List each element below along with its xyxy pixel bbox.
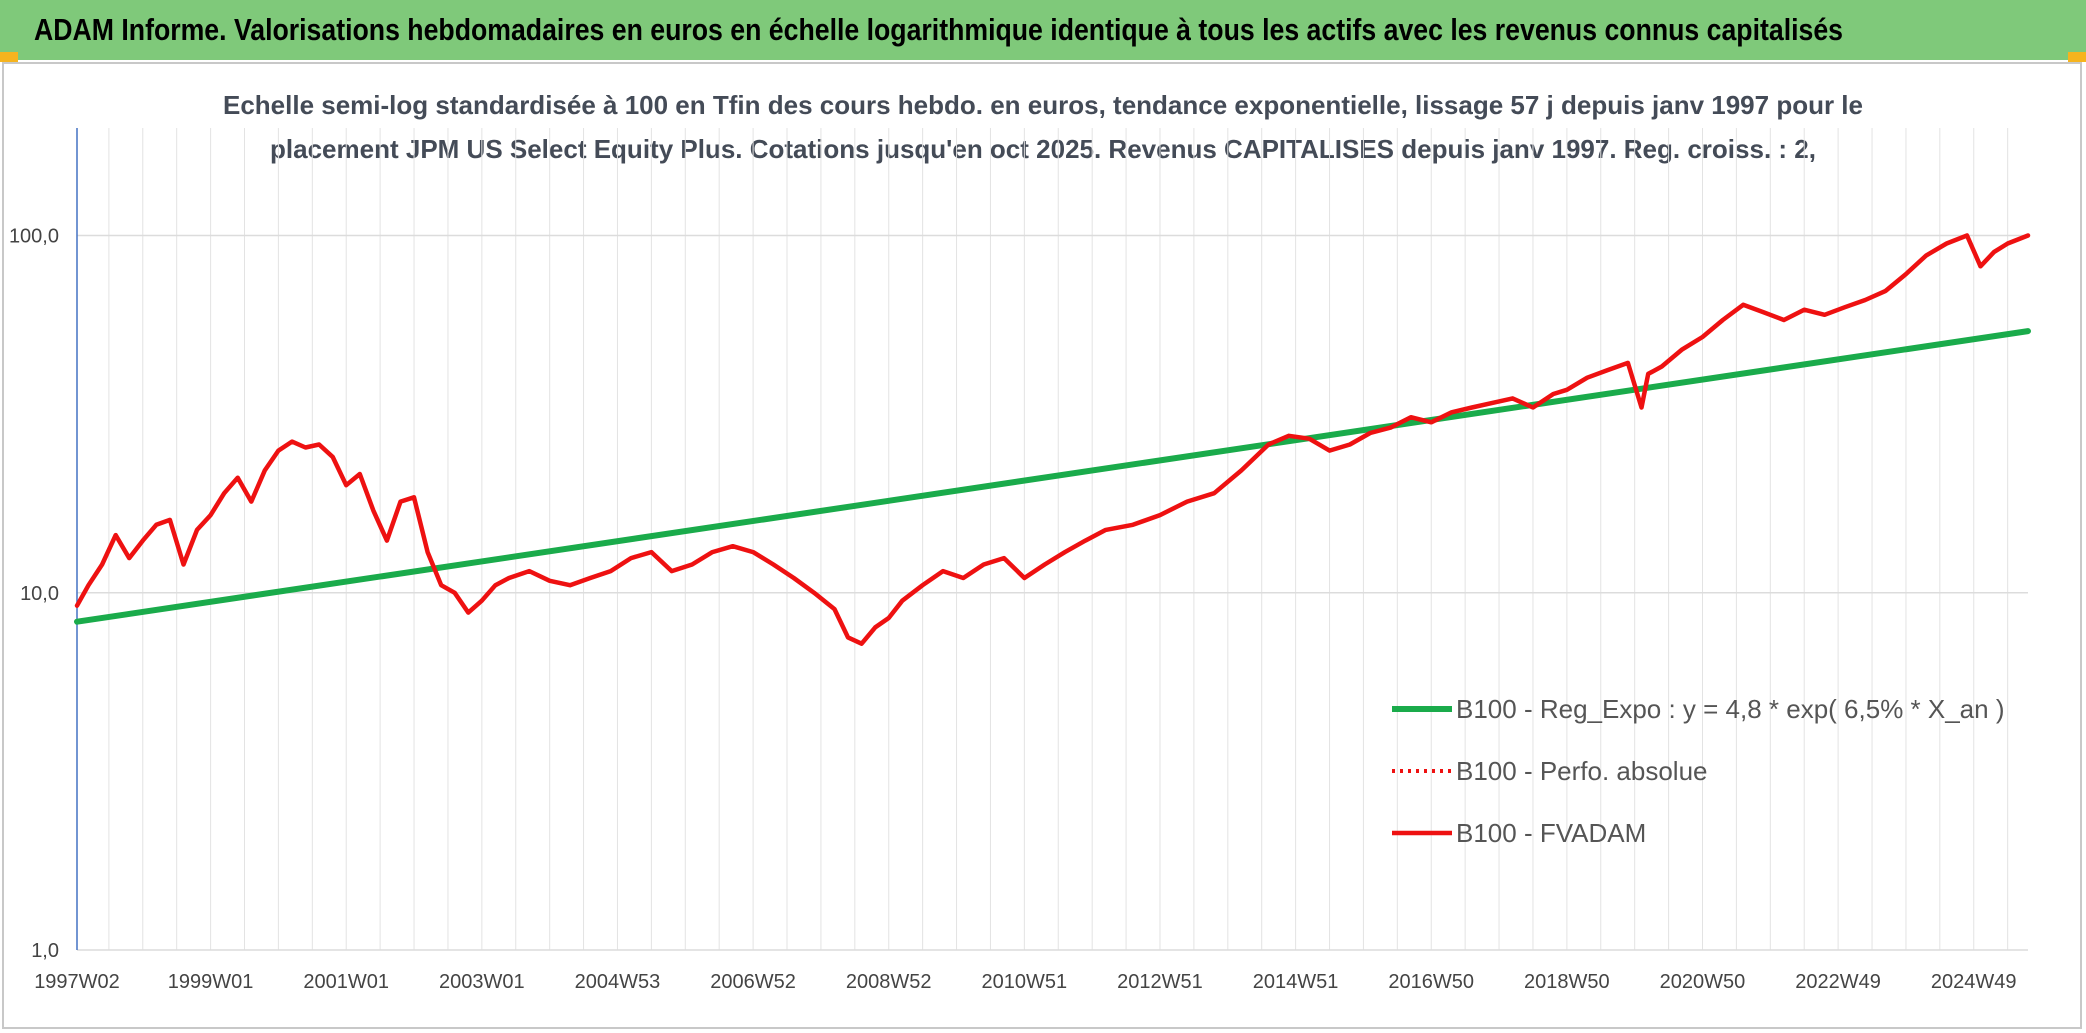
grid-lines [77, 128, 2028, 951]
series-line-1 [74, 328, 2031, 625]
legend-label-1: B100 - Reg_Expo : y = 4,8 * exp( 6,5% * … [1456, 694, 2005, 724]
x-tick-label: 2022W49 [1795, 971, 1881, 993]
page-title: ADAM Informe. Valorisations hebdomadaire… [34, 12, 1844, 47]
y-tick-label: 10,0 [20, 583, 59, 605]
series-layer [74, 233, 2031, 646]
x-tick-label: 2010W51 [982, 971, 1068, 993]
y-tick-label: 1,0 [31, 940, 59, 962]
x-tick-label: 2014W51 [1253, 971, 1339, 993]
axes: 100,0 10,0 1,0 1997W02 1999W01 2001W01 2003W01… [9, 128, 2017, 993]
chart-subtitle-line-1: Echelle semi-log standardisée à 100 en T… [222, 90, 1863, 120]
x-tick-label: 2006W52 [710, 971, 796, 993]
x-tick-label: 2018W50 [1524, 971, 1610, 993]
legend: B100 - Reg_Expo : y = 4,8 * exp( 6,5% * … [1392, 694, 2005, 848]
chart-subtitle-line-2: placement JPM US Select Equity Plus. Cot… [270, 134, 1816, 164]
legend-label-2: B100 - Perfo. absolue [1456, 756, 1708, 786]
x-tick-label: 2001W01 [303, 971, 389, 993]
chart-frame [2, 62, 2082, 1029]
corner-accent-right [2068, 52, 2086, 62]
x-tick-label: 2016W50 [1388, 971, 1474, 993]
legend-label-3: B100 - FVADAM [1456, 818, 1646, 848]
x-tick-label: 2024W49 [1931, 971, 2017, 993]
x-tick-label: 2012W51 [1117, 971, 1203, 993]
x-tick-label: 1999W01 [168, 971, 254, 993]
header-banner [0, 0, 2086, 60]
x-tick-label: 2004W53 [575, 971, 661, 993]
x-tick-label: 2003W01 [439, 971, 525, 993]
x-tick-label: 2020W50 [1660, 971, 1746, 993]
x-tick-label: 2008W52 [846, 971, 932, 993]
x-tick-label: 1997W02 [34, 971, 120, 993]
y-tick-label: 100,0 [9, 226, 59, 248]
series-line-3 [74, 233, 2031, 646]
corner-accent-left [0, 52, 18, 62]
